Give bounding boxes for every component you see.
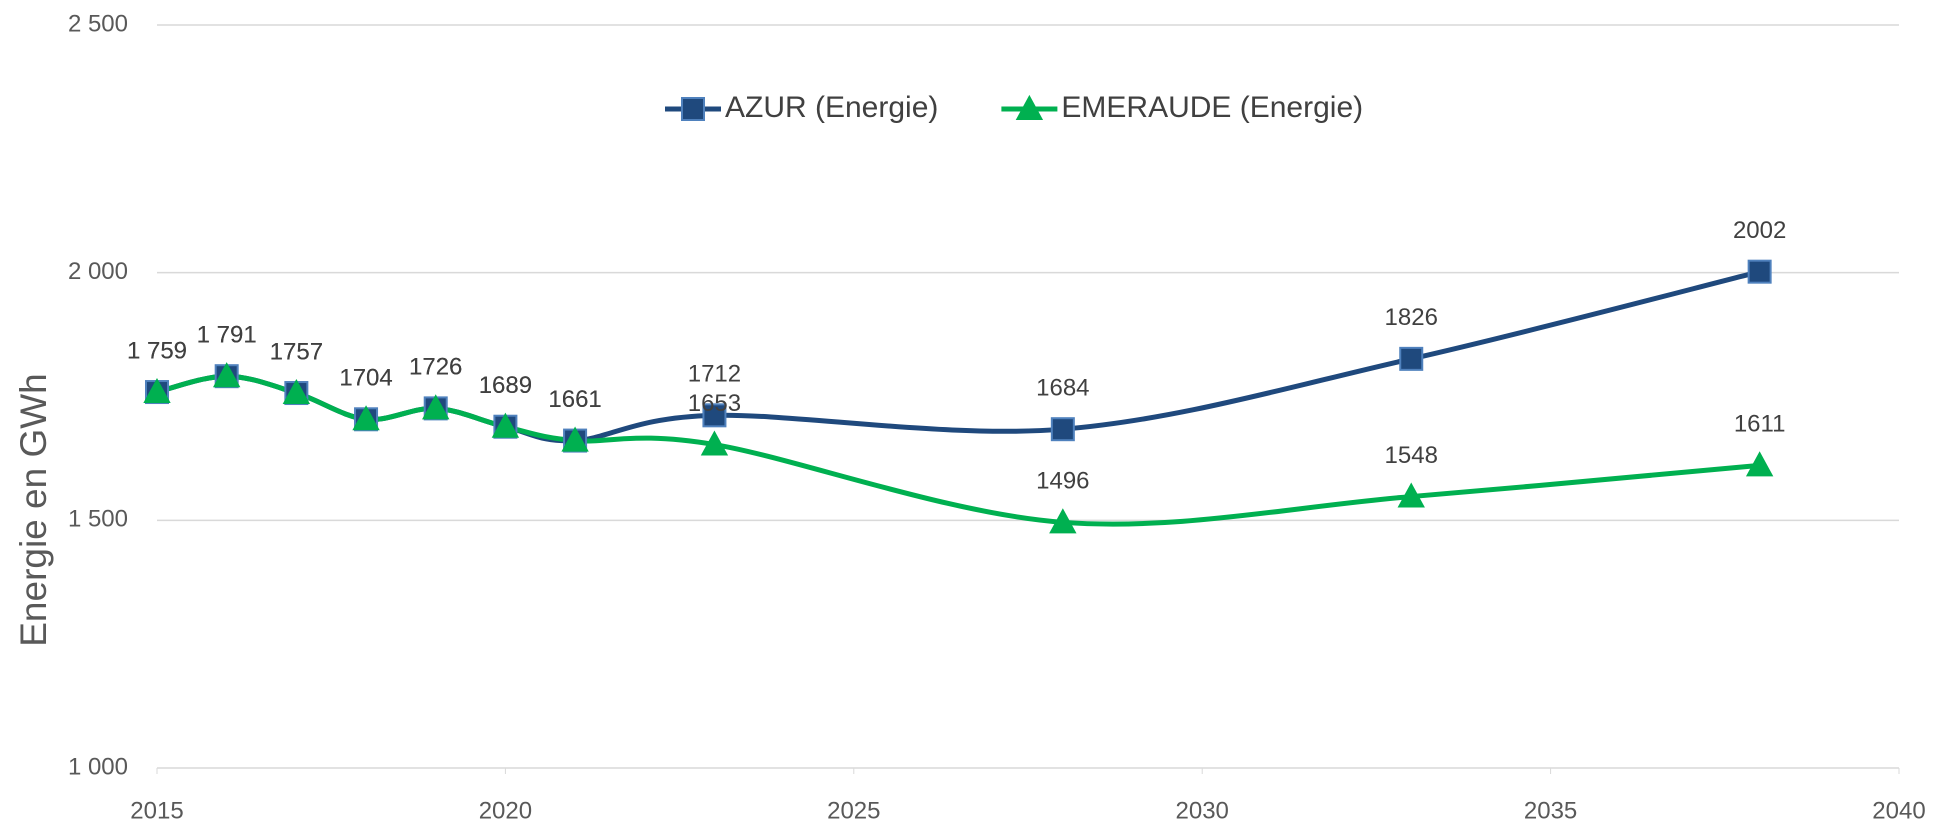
data-label: 1826 (1385, 304, 1438, 331)
data-label: 1689 (479, 372, 532, 399)
data-label: 2002 (1733, 217, 1786, 244)
y-tick-label: 2 500 (68, 10, 128, 37)
data-point (700, 430, 729, 456)
legend-label: AZUR (Energie) (725, 91, 938, 124)
data-point (702, 403, 727, 428)
y-axis-label: Energie en GWh (13, 373, 54, 647)
data-point (212, 362, 241, 388)
x-tick-label: 2015 (130, 797, 183, 823)
data-point (1745, 451, 1774, 477)
y-tick-label: 2 000 (68, 258, 128, 285)
data-point (561, 426, 589, 452)
y-tick-label: 1 500 (68, 506, 128, 533)
series-line (156, 373, 1760, 527)
data-label: 1757 (270, 338, 323, 365)
data-label: 1653 (688, 390, 741, 417)
data-point (491, 412, 520, 438)
data-label: 1 759 (127, 337, 187, 364)
x-tick-label: 2030 (1176, 797, 1229, 823)
data-point (1399, 346, 1424, 371)
y-tick-label: 1 000 (68, 753, 128, 780)
legend-marker (1015, 94, 1044, 120)
data-point (352, 405, 380, 431)
data-label: 1757 (270, 338, 323, 365)
data-point (1050, 417, 1075, 442)
data-point (143, 377, 171, 404)
data-label: 1 791 (197, 322, 257, 349)
data-label: 1704 (339, 365, 392, 392)
data-label: 1726 (409, 354, 462, 381)
data-label: 1 759 (127, 337, 187, 364)
x-tick-label: 2020 (479, 797, 532, 823)
x-tick-label: 2035 (1524, 797, 1577, 823)
data-label: 1548 (1385, 442, 1438, 469)
data-label: 1611 (1734, 411, 1786, 438)
data-label: 1689 (479, 372, 532, 399)
data-point (1049, 508, 1077, 534)
data-label: 1712 (688, 361, 741, 388)
x-tick-label: 2040 (1872, 797, 1925, 823)
data-point (282, 378, 311, 405)
legend-label: EMERAUDE (Energie) (1061, 91, 1363, 124)
data-label: 1661 (548, 386, 601, 413)
data-point (1397, 482, 1425, 508)
data-label: 1 791 (197, 322, 257, 349)
data-label: 1704 (339, 365, 392, 392)
data-label: 1684 (1036, 375, 1089, 402)
data-label: 1661 (548, 386, 601, 413)
x-tick-label: 2025 (827, 797, 880, 823)
data-point (1747, 259, 1772, 284)
legend-marker (681, 97, 705, 121)
data-label: 1726 (409, 354, 462, 381)
data-label: 1496 (1036, 468, 1089, 495)
data-point (422, 394, 450, 420)
